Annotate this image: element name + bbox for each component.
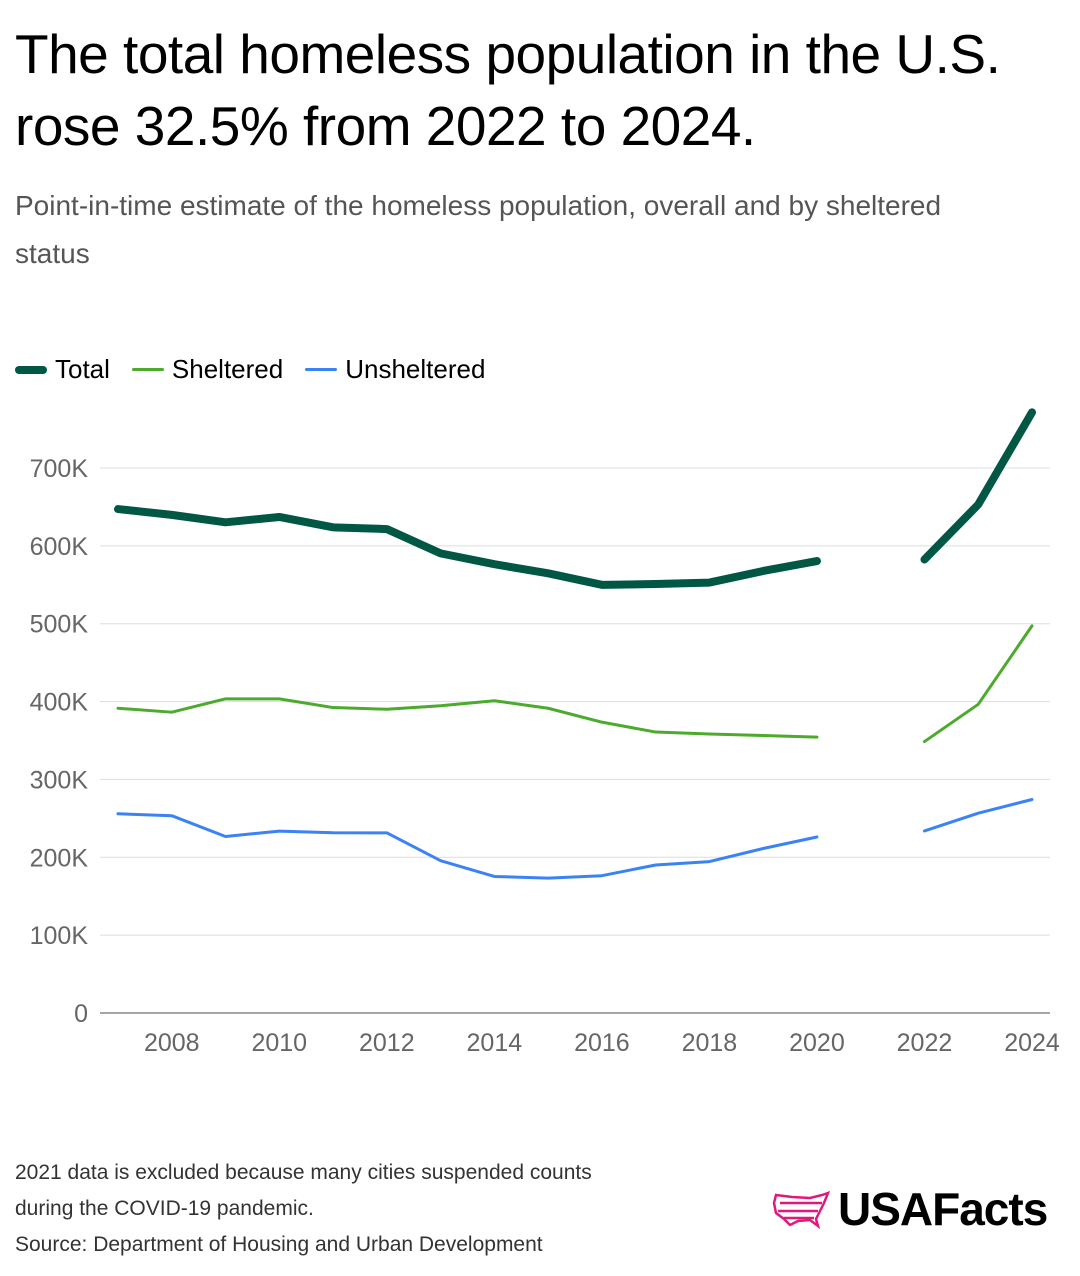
series-line-sheltered — [922, 624, 1034, 744]
x-tick-label: 2014 — [467, 1029, 523, 1057]
legend-item-sheltered: Sheltered — [131, 354, 284, 385]
line-chart: 0 100K 200K 300K 400K 500K 600K 700K 2008 2010 201… — [30, 408, 1060, 1057]
y-tick-label: 0 — [74, 1000, 88, 1028]
y-tick-label: 300K — [30, 766, 89, 794]
legend-swatch-sheltered — [131, 368, 164, 371]
y-tick-label: 600K — [30, 533, 89, 561]
legend-item-total: Total — [15, 354, 110, 385]
y-tick-label: 100K — [30, 922, 89, 950]
series-line-total — [114, 505, 821, 589]
x-tick-label: 2008 — [144, 1029, 200, 1057]
footnote: 2021 data is excluded because many citie… — [15, 1161, 592, 1184]
x-tick-label: 2010 — [251, 1029, 307, 1057]
x-tick-label: 2024 — [1004, 1029, 1060, 1057]
y-tick-label: 700K — [30, 455, 89, 483]
chart-subtitle: Point-in-time estimate of the homeless p… — [15, 190, 942, 269]
x-tick-label: 2020 — [789, 1029, 845, 1057]
x-tick-label: 2012 — [359, 1029, 415, 1057]
usafacts-logo: USAFacts — [772, 1182, 1048, 1236]
x-tick-label: 2016 — [574, 1029, 630, 1057]
series-line-unsheltered — [922, 797, 1034, 833]
legend-item-unsheltered: Unsheltered — [305, 354, 485, 385]
x-tick-label: 2022 — [897, 1029, 953, 1057]
legend-label-sheltered: Sheltered — [171, 354, 284, 384]
legend: Total Sheltered Unsheltered — [15, 354, 485, 385]
series-line-sheltered — [116, 697, 819, 739]
legend-label-unsheltered: Unsheltered — [345, 354, 486, 384]
series-line-total — [920, 408, 1036, 564]
series-line-unsheltered — [116, 812, 819, 880]
legend-swatch-unsheltered — [305, 368, 338, 371]
us-map-icon — [772, 1191, 830, 1229]
y-tick-label: 500K — [30, 611, 89, 639]
logo-text: USAFacts — [838, 1183, 1048, 1235]
legend-label-total: Total — [55, 354, 110, 384]
chart-title: The total homeless population in the U.S… — [15, 23, 1001, 157]
y-tick-label: 400K — [30, 689, 89, 717]
footnote: during the COVID-19 pandemic. — [15, 1197, 314, 1220]
footnotes: 2021 data is excluded because many citie… — [15, 1155, 592, 1263]
legend-swatch-total — [15, 365, 47, 374]
source-note: Source: Department of Housing and Urban … — [15, 1233, 543, 1256]
y-tick-label: 200K — [30, 844, 89, 872]
x-tick-label: 2018 — [682, 1029, 738, 1057]
